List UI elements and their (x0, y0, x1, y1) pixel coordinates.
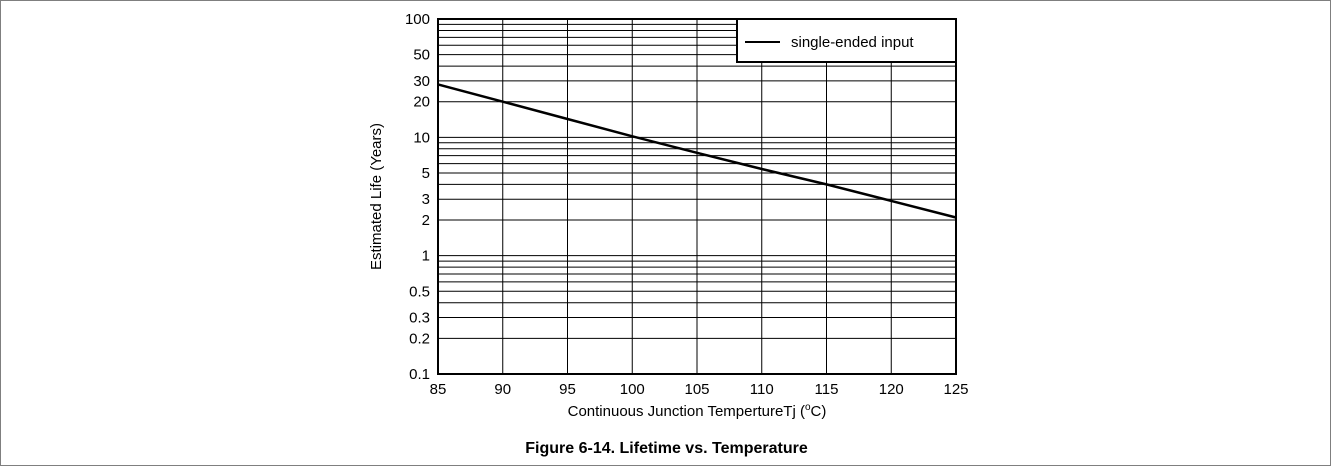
x-axis-label: Continuous Junction TempertureTj (oC) (568, 402, 827, 420)
legend: single-ended input (736, 18, 957, 63)
y-tick-label: 0.3 (409, 310, 430, 327)
y-tick-label: 0.5 (409, 283, 430, 300)
y-tick-label: 3 (422, 191, 430, 208)
x-tick-label: 90 (494, 381, 511, 398)
y-tick-label: 50 (413, 47, 430, 64)
y-tick-label: 20 (413, 94, 430, 111)
y-axis-label: Estimated Life (Years) (368, 123, 385, 270)
series-layer (437, 83, 957, 219)
x-tick-labels: 85 90 95 100 105 110 115 120 125 (430, 381, 969, 398)
x-tick-label: 125 (943, 381, 968, 398)
legend-box (736, 18, 957, 63)
y-tick-labels: 0.1 0.2 0.3 0.5 1 2 3 5 10 20 30 50 100 (405, 11, 430, 383)
legend-label: single-ended input (791, 34, 914, 51)
x-tick-label: 85 (430, 381, 447, 398)
series-line-single-ended-input (437, 83, 957, 219)
y-tick-label: 2 (422, 212, 430, 229)
x-tick-label: 115 (815, 381, 839, 398)
x-tick-label: 120 (879, 381, 904, 398)
x-tick-label: 100 (620, 381, 645, 398)
y-tick-label: 0.2 (409, 330, 430, 347)
x-tick-label: 95 (559, 381, 576, 398)
y-tick-label: 0.1 (409, 366, 430, 383)
x-tick-label: 105 (684, 381, 709, 398)
plot-area-border (437, 18, 957, 375)
y-tick-label: 10 (413, 129, 430, 146)
x-tick-label: 110 (750, 381, 774, 398)
lifetime-chart: 85 90 95 100 105 110 115 120 125 0.10.20.30.5123… (368, 11, 969, 420)
figure-caption: Figure 6-14. Lifetime vs. Temperature (525, 440, 808, 457)
y-tick-label: 1 (422, 248, 430, 265)
y-tick-label: 5 (422, 165, 430, 182)
y-tick-label: 30 (413, 73, 430, 90)
y-tick-label: 100 (405, 11, 430, 28)
grid-lines (437, 19, 957, 374)
